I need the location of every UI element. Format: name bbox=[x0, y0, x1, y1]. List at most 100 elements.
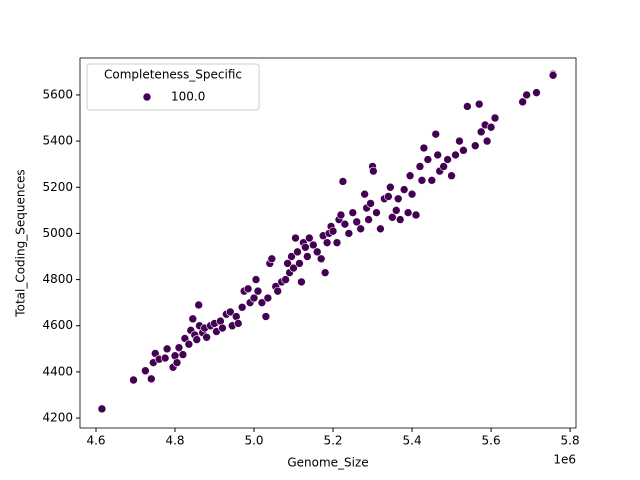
point bbox=[352, 217, 362, 227]
point bbox=[251, 275, 261, 284]
point bbox=[263, 293, 273, 303]
point bbox=[447, 171, 456, 181]
point bbox=[476, 127, 486, 137]
x-tick-label: 5.0 bbox=[244, 434, 263, 448]
point bbox=[316, 254, 326, 264]
point bbox=[249, 293, 259, 303]
y-tick-label: 5400 bbox=[42, 134, 73, 148]
y-tick-label: 4600 bbox=[42, 318, 73, 332]
x-tick-label: 4.8 bbox=[165, 434, 184, 448]
point bbox=[470, 141, 480, 151]
point bbox=[283, 259, 292, 268]
point bbox=[366, 199, 375, 208]
point bbox=[303, 252, 312, 261]
point bbox=[291, 233, 300, 243]
point bbox=[267, 254, 277, 264]
y-tick-label: 4400 bbox=[42, 364, 73, 378]
point bbox=[423, 155, 433, 164]
point bbox=[338, 177, 348, 186]
point bbox=[372, 208, 381, 217]
point bbox=[178, 350, 188, 359]
point bbox=[174, 343, 184, 352]
legend-label: 100.0 bbox=[171, 90, 205, 104]
point bbox=[301, 242, 310, 252]
point bbox=[439, 162, 448, 171]
x-tick-label: 5.4 bbox=[403, 434, 422, 448]
point bbox=[376, 224, 385, 234]
point bbox=[451, 150, 460, 160]
point bbox=[344, 229, 354, 238]
point bbox=[320, 268, 330, 277]
point bbox=[237, 302, 247, 312]
point bbox=[289, 263, 298, 273]
x-tick-label: 4.6 bbox=[86, 434, 105, 448]
point bbox=[417, 176, 427, 185]
y-tick-label: 5000 bbox=[42, 226, 73, 240]
point bbox=[532, 88, 541, 97]
point bbox=[332, 238, 342, 247]
y-axis-label: Total_Coding_Sequences bbox=[14, 169, 28, 317]
point bbox=[391, 206, 401, 215]
x-axis-label: Genome_Size bbox=[287, 456, 368, 470]
point bbox=[305, 233, 314, 243]
point bbox=[160, 353, 170, 363]
point bbox=[486, 122, 496, 132]
point bbox=[360, 189, 369, 199]
x-offset-label: 1e6 bbox=[553, 453, 576, 467]
legend: Completeness_Specific 100.0 bbox=[86, 63, 260, 111]
point bbox=[192, 335, 202, 344]
point bbox=[336, 210, 346, 220]
point bbox=[322, 238, 332, 247]
point bbox=[97, 404, 107, 414]
point bbox=[386, 182, 395, 192]
point bbox=[147, 374, 156, 384]
legend-marker bbox=[142, 92, 152, 102]
point bbox=[399, 185, 409, 194]
point bbox=[194, 300, 204, 310]
point bbox=[226, 307, 235, 317]
point bbox=[415, 162, 425, 171]
x-tick-label: 5.8 bbox=[561, 434, 580, 448]
point bbox=[293, 247, 302, 257]
point bbox=[348, 208, 358, 217]
x-tick-label: 5.6 bbox=[482, 434, 501, 448]
point bbox=[184, 339, 194, 349]
point bbox=[295, 259, 304, 268]
plot-frame bbox=[79, 57, 577, 429]
point bbox=[405, 171, 415, 181]
y-tick-label: 4800 bbox=[42, 272, 73, 286]
point bbox=[141, 366, 150, 376]
x-tick-label: 5.2 bbox=[323, 434, 342, 448]
point bbox=[202, 332, 211, 342]
point bbox=[129, 375, 138, 385]
y-tick-label: 5200 bbox=[42, 180, 73, 194]
point bbox=[369, 166, 378, 176]
point bbox=[273, 286, 283, 296]
point bbox=[395, 215, 405, 224]
point bbox=[387, 212, 397, 222]
point bbox=[427, 176, 437, 185]
point bbox=[455, 136, 464, 146]
point bbox=[433, 150, 443, 160]
point bbox=[364, 215, 373, 224]
point bbox=[188, 314, 198, 324]
point bbox=[403, 208, 413, 217]
point bbox=[308, 240, 318, 250]
point bbox=[522, 90, 531, 100]
point bbox=[356, 224, 365, 234]
point bbox=[257, 298, 267, 307]
point bbox=[482, 136, 492, 146]
y-tick-label: 5600 bbox=[42, 87, 73, 101]
point bbox=[312, 247, 322, 257]
point bbox=[281, 275, 290, 284]
legend-title: Completeness_Specific bbox=[104, 68, 242, 82]
point bbox=[384, 192, 393, 201]
point bbox=[243, 284, 253, 294]
point bbox=[463, 102, 472, 111]
point bbox=[340, 219, 350, 229]
point bbox=[518, 97, 527, 107]
point bbox=[443, 155, 452, 164]
point bbox=[297, 277, 306, 287]
point bbox=[490, 113, 500, 123]
